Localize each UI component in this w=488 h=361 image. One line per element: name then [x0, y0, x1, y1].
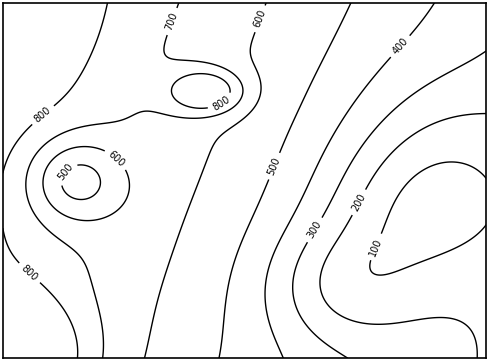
Text: 300: 300 — [305, 219, 323, 240]
Text: 100: 100 — [367, 236, 383, 257]
Text: 600: 600 — [252, 8, 267, 29]
Text: 800: 800 — [33, 105, 53, 125]
Text: 800: 800 — [19, 263, 40, 283]
Text: 700: 700 — [164, 11, 180, 32]
Text: 800: 800 — [210, 94, 231, 113]
Text: 200: 200 — [349, 192, 367, 213]
Text: 500: 500 — [265, 156, 282, 177]
Text: 500: 500 — [56, 162, 75, 182]
Text: 400: 400 — [389, 36, 409, 57]
Text: 600: 600 — [106, 149, 126, 169]
